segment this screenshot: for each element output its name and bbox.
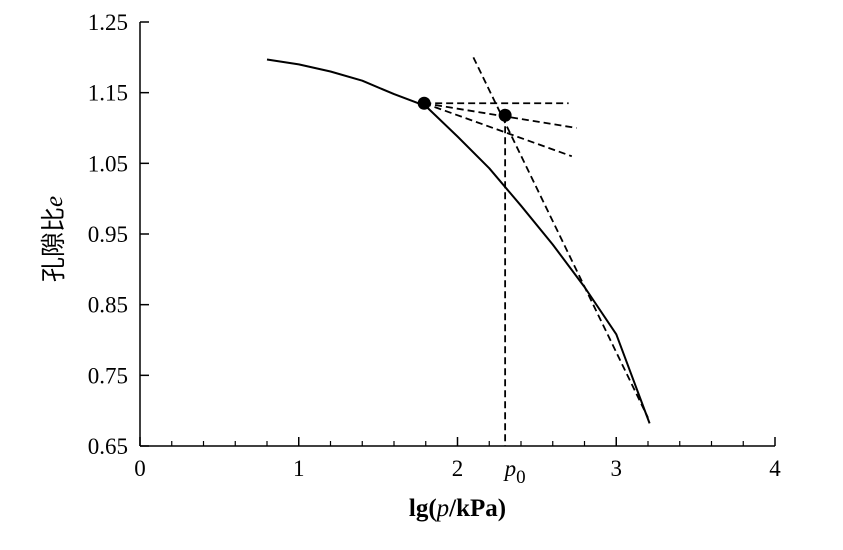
x-tick-label: 3 [611, 456, 623, 481]
y-tick-label: 0.85 [88, 293, 128, 318]
dashed-lines-group [423, 56, 649, 446]
max-curvature-point [417, 96, 431, 110]
virgin-compression-line [472, 56, 649, 419]
y-axis-title: 孔隙比e [40, 196, 68, 282]
y-tick-label: 1.15 [88, 81, 128, 106]
y-tick-label: 0.65 [88, 434, 128, 459]
y-tick-label: 1.25 [88, 10, 128, 35]
labels-group: p0 lg(p/kPa) 孔隙比e [40, 196, 526, 522]
y-tick-label: 0.75 [88, 363, 128, 388]
x-tick-label: 2 [452, 456, 464, 481]
x-axis-title: lg(p/kPa) [409, 495, 506, 522]
y-tick-label: 1.05 [88, 151, 128, 176]
x-tick-label: 1 [293, 456, 305, 481]
axes: 0 1 2 3 4 0.65 0.75 0.85 0.95 1.05 1.15 1.25 [88, 10, 782, 481]
x-tick-label: 0 [134, 456, 146, 481]
x-tick-label: 4 [769, 456, 781, 481]
series-group [266, 58, 651, 424]
tangent-line [423, 102, 573, 158]
y-tick-label: 0.95 [88, 222, 128, 247]
intersection-point [498, 108, 512, 122]
points-group [417, 96, 512, 122]
p0-label: p0 [503, 456, 526, 488]
compression-curve [266, 58, 651, 424]
